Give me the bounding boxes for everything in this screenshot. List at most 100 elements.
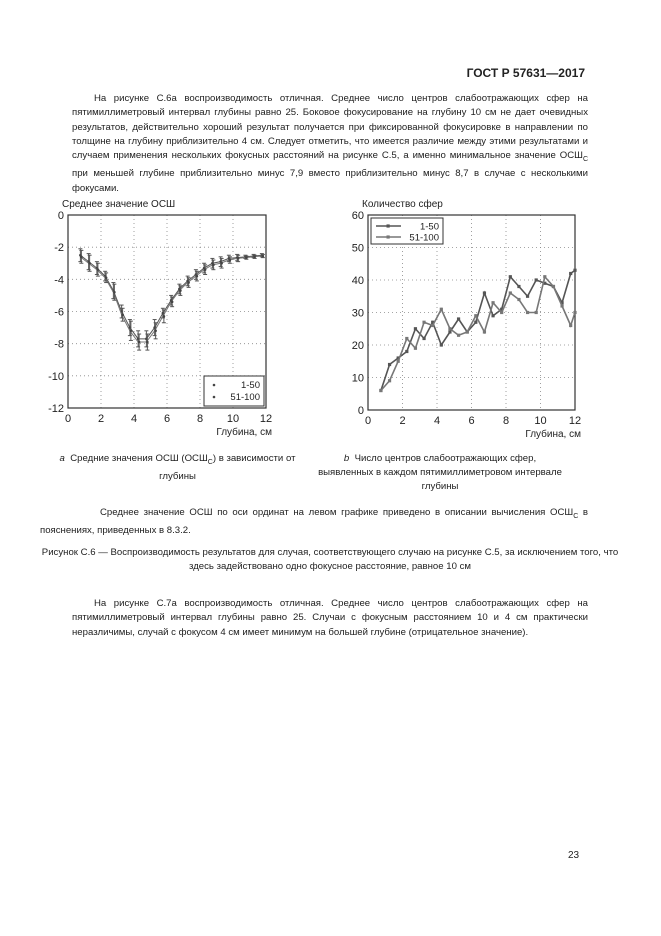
data-point <box>456 317 461 321</box>
y-tick-label: 10 <box>352 373 364 385</box>
y-tick-label: -2 <box>54 242 64 254</box>
data-point <box>80 255 83 259</box>
x-tick-label: 10 <box>227 413 239 425</box>
data-point <box>431 320 435 324</box>
data-point <box>170 300 174 304</box>
data-point <box>431 323 435 328</box>
y-tick-label: 20 <box>352 340 364 352</box>
legend-marker <box>212 383 216 387</box>
data-point <box>179 289 182 292</box>
data-point <box>482 291 487 295</box>
caption-text: Число центров слабоотражающих сфер, выяв… <box>318 453 562 492</box>
data-point <box>456 333 461 337</box>
data-point <box>228 258 232 262</box>
x-tick-label: 6 <box>164 413 170 425</box>
data-point <box>525 294 530 298</box>
caption-end: ) в зависимости от глубины <box>159 453 296 482</box>
x-tick-label: 0 <box>365 415 371 427</box>
data-point <box>379 388 383 393</box>
note-text: Среднее значение ОСШ по оси ординат на л… <box>100 507 574 518</box>
caption-text: Средние значения ОСШ (ОСШ <box>70 453 208 464</box>
data-point <box>525 310 530 315</box>
data-point <box>474 314 478 318</box>
y-tick-label: -8 <box>54 339 64 351</box>
legend-box <box>370 217 444 245</box>
chart-title: Среднее значение ОСШ <box>62 199 175 210</box>
caption-letter: a <box>59 453 65 464</box>
data-point <box>569 323 573 328</box>
data-point <box>573 310 577 315</box>
data-point <box>236 257 240 260</box>
data-point <box>482 330 487 334</box>
data-point <box>517 284 521 289</box>
caption-b: b Число центров слабоотражающих сфер, вы… <box>315 452 565 494</box>
data-point <box>573 268 577 272</box>
data-point <box>500 307 504 311</box>
data-point <box>569 271 573 276</box>
data-point <box>413 346 418 350</box>
data-point <box>543 281 547 285</box>
data-point <box>474 320 478 324</box>
data-point <box>253 255 256 259</box>
data-point <box>96 268 100 271</box>
note-end: в пояснениях, приведенных в 8.3.2. <box>40 507 588 537</box>
data-point <box>508 291 512 295</box>
data-point <box>491 314 495 318</box>
series-line-51-100 <box>380 275 576 392</box>
x-tick-label: 2 <box>399 415 405 427</box>
data-point <box>113 290 116 294</box>
legend-marker <box>386 224 390 228</box>
chart-title: Количество сфер <box>362 198 443 210</box>
data-point <box>162 315 166 318</box>
legend-box <box>203 375 265 407</box>
data-point <box>137 340 141 344</box>
data-point <box>448 330 452 334</box>
chart-sphere-count: Количество сфер 0 2 4 6 8 10 12 60 50 40 30 20 10 0 Глу… <box>352 198 581 440</box>
x-axis-label: Глубина, см <box>525 428 581 440</box>
y-tick-label: -6 <box>54 307 64 319</box>
caption-a: a Средние значения ОСШ (ОСШC) в зависимо… <box>55 452 300 484</box>
data-point <box>129 329 133 333</box>
x-tick-label: 2 <box>98 413 104 425</box>
data-point <box>534 310 538 315</box>
data-point <box>413 327 418 331</box>
x-tick-label: 8 <box>197 413 203 425</box>
data-point <box>465 330 469 334</box>
data-point <box>422 320 426 324</box>
page-number: 23 <box>568 850 580 861</box>
data-point <box>187 281 190 284</box>
data-point <box>439 343 443 347</box>
data-point <box>405 349 409 354</box>
data-point <box>154 329 157 333</box>
document-id: ГОСТ Р 57631—2017 <box>466 66 585 80</box>
data-point <box>396 359 400 363</box>
data-point <box>387 362 392 367</box>
legend-label: 51-100 <box>409 233 439 244</box>
note: Среднее значение ОСШ по оси ординат на л… <box>40 506 588 539</box>
figure-caption: Рисунок С.6 — Воспроизводимость результа… <box>41 547 619 572</box>
series-line-1-50 <box>380 269 576 391</box>
data-point <box>517 297 521 302</box>
paragraph-1-text: На рисунке С.6а воспроизводимость отличн… <box>72 93 588 162</box>
x-tick-label: 4 <box>131 413 137 425</box>
data-point <box>387 379 392 383</box>
data-point <box>560 301 564 305</box>
x-tick-label: 8 <box>503 415 509 427</box>
legend-label: 1-50 <box>241 380 260 391</box>
y-tick-label: 40 <box>352 275 364 287</box>
data-point <box>195 274 199 278</box>
data-point <box>560 304 564 308</box>
y-tick-label: -10 <box>48 371 64 383</box>
paragraph-2: На рисунке С.7а воспроизводимость отличн… <box>72 598 588 638</box>
data-point <box>439 307 443 311</box>
data-point <box>104 276 108 280</box>
y-tick-label: 60 <box>352 210 364 222</box>
data-point <box>508 275 512 279</box>
data-point <box>543 275 547 279</box>
data-point <box>396 356 400 360</box>
legend-marker <box>212 395 216 399</box>
data-point <box>534 278 538 282</box>
x-tick-label: 10 <box>534 415 546 427</box>
paragraph-1-end: при меньшей глубине приблизительно минус… <box>72 168 588 194</box>
